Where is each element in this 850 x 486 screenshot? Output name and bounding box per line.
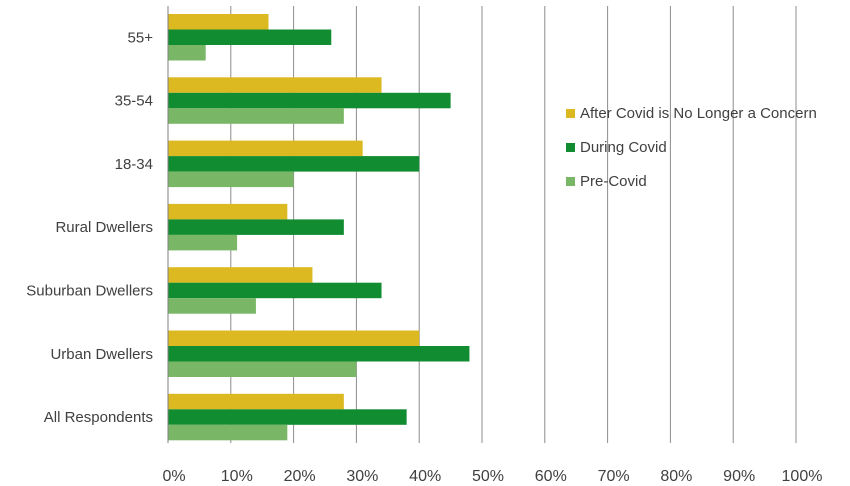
legend-label: During Covid xyxy=(580,139,667,156)
bar xyxy=(168,219,344,235)
bar xyxy=(168,267,313,283)
x-tick-label: 70% xyxy=(598,468,630,485)
bar xyxy=(168,203,288,220)
bar xyxy=(168,14,269,30)
legend-label: Pre-Covid xyxy=(580,173,647,190)
bar xyxy=(168,361,357,377)
category-label: 35-54 xyxy=(115,93,153,110)
bar xyxy=(168,171,294,188)
legend: After Covid is No Longer a Concern During… xyxy=(566,105,817,190)
x-tick-label: 90% xyxy=(723,468,755,485)
bars xyxy=(168,14,470,441)
bar xyxy=(168,29,332,45)
x-tick-label: 100% xyxy=(782,468,823,485)
legend-label: After Covid is No Longer a Concern xyxy=(580,105,817,122)
category-label: 55+ xyxy=(128,29,154,46)
x-tick-label: 0% xyxy=(162,468,185,485)
bar xyxy=(168,140,363,157)
category-label: Rural Dwellers xyxy=(55,219,153,236)
bar xyxy=(168,393,344,410)
x-tick-label: 10% xyxy=(221,468,253,485)
bar xyxy=(168,298,256,314)
bar xyxy=(168,234,238,251)
x-tick-label: 40% xyxy=(409,468,441,485)
category-label: Urban Dwellers xyxy=(50,346,153,363)
legend-swatch xyxy=(566,143,575,152)
legend-swatch xyxy=(566,177,575,186)
bar xyxy=(168,156,420,172)
x-tick-label: 80% xyxy=(660,468,692,485)
x-tick-label: 30% xyxy=(346,468,378,485)
x-tick-label: 50% xyxy=(472,468,504,485)
category-labels: 55+ 35-54 18-34 Rural Dwellers Suburban Dwel… xyxy=(26,29,153,426)
x-tick-labels: 0% 10% 20% 30% 40% 50% 60% 70% 80% 90% 100% xyxy=(162,468,822,485)
x-tick-label: 60% xyxy=(535,468,567,485)
bar xyxy=(168,45,206,61)
bar xyxy=(168,92,451,109)
bar xyxy=(168,330,420,346)
bar xyxy=(168,282,382,299)
bar xyxy=(168,346,470,362)
x-tick-label: 20% xyxy=(284,468,316,485)
category-label: 18-34 xyxy=(115,156,153,173)
bar xyxy=(168,77,382,93)
bar xyxy=(168,424,288,441)
bar xyxy=(168,108,344,124)
legend-swatch xyxy=(566,109,575,118)
bar xyxy=(168,409,407,425)
category-label: All Respondents xyxy=(44,409,153,426)
category-label: Suburban Dwellers xyxy=(26,282,153,299)
